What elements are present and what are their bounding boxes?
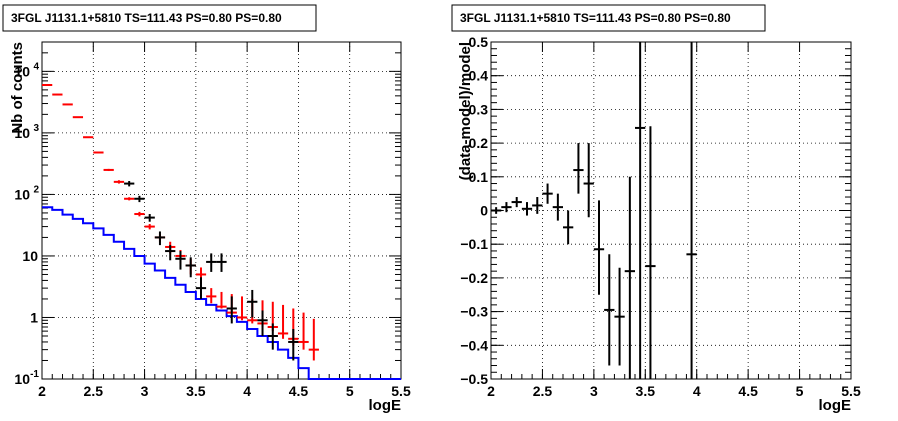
- residual-y-tick-label: −0.3: [460, 304, 488, 320]
- counts-title: 3FGL J1131.1+5810 TS=111.43 PS=0.80 PS=0…: [11, 11, 282, 25]
- residual-x-tick-label: 4: [693, 383, 701, 399]
- residual-x-tick-label: 5: [796, 383, 804, 399]
- residual-title: 3FGL J1131.1+5810 TS=111.43 PS=0.80 PS=0…: [460, 11, 731, 25]
- residual-y-tick-label: 0: [480, 203, 488, 219]
- residual-y-tick-label: 0.2: [469, 135, 489, 151]
- counts-xlabel: logE: [369, 397, 402, 414]
- residual-title-box: [451, 4, 766, 32]
- counts-panel: 3FGL J1131.1+5810 TS=111.43 PS=0.80 PS=0…: [2, 4, 411, 414]
- residual-x-tick-label: 2.5: [533, 383, 553, 399]
- counts-x-tick-label: 2: [38, 383, 46, 399]
- counts-x-tick-label: 2.5: [84, 383, 104, 399]
- residual-x-tick-label: 3: [590, 383, 598, 399]
- residual-y-tick-label: 0.3: [469, 101, 489, 117]
- counts-x-tick-label: 3: [141, 383, 149, 399]
- black-data-series: [124, 181, 299, 361]
- counts-y-tick-label: 10: [22, 248, 38, 264]
- counts-x-tick-label: 4: [243, 383, 251, 399]
- counts-plot-frame: [41, 41, 402, 380]
- counts-y-tick-label: 10: [14, 371, 30, 387]
- residual-y-tick-label: 0.1: [469, 169, 489, 185]
- residual-ylabel: (data-model)/model: [457, 42, 474, 180]
- residual-x-tick-label: 3.5: [636, 383, 656, 399]
- residual-y-tick-label: 0.4: [469, 68, 489, 84]
- residual-y-tick-label: −0.1: [460, 236, 488, 252]
- counts-title-box: [2, 4, 317, 32]
- residual-xlabel: logE: [819, 397, 852, 414]
- counts-x-tick-label: 4.5: [289, 383, 309, 399]
- counts-x-tick-label: 3.5: [186, 383, 206, 399]
- residual-y-tick-label: −0.4: [460, 337, 488, 353]
- counts-y-tick-exponent: 2: [33, 184, 39, 195]
- residual-x-tick-label: 4.5: [738, 383, 758, 399]
- residual-data-series: [491, 42, 697, 379]
- counts-y-tick-label: 10: [14, 186, 30, 202]
- counts-y-tick-exponent: -1: [30, 369, 39, 380]
- residual-x-tick-label: 5.5: [841, 383, 861, 399]
- counts-y-tick-exponent: 4: [33, 61, 39, 72]
- residual-y-tick-label: −0.5: [460, 371, 488, 387]
- counts-x-tick-label: 5: [346, 383, 354, 399]
- counts-x-tick-label: 5.5: [391, 383, 411, 399]
- residual-y-tick-label: 0.5: [469, 34, 489, 50]
- counts-y-tick-exponent: 3: [33, 123, 39, 134]
- counts-ylabel: Nb of counts: [9, 42, 26, 134]
- counts-y-tick-label: 1: [30, 309, 38, 325]
- residual-panel: 3FGL J1131.1+5810 TS=111.43 PS=0.80 PS=0…: [451, 4, 861, 414]
- residual-x-tick-label: 2: [487, 383, 495, 399]
- counts-y-tick-label: 10: [14, 63, 30, 79]
- counts-y-tick-label: 10: [14, 125, 30, 141]
- residual-y-tick-label: −0.2: [460, 270, 488, 286]
